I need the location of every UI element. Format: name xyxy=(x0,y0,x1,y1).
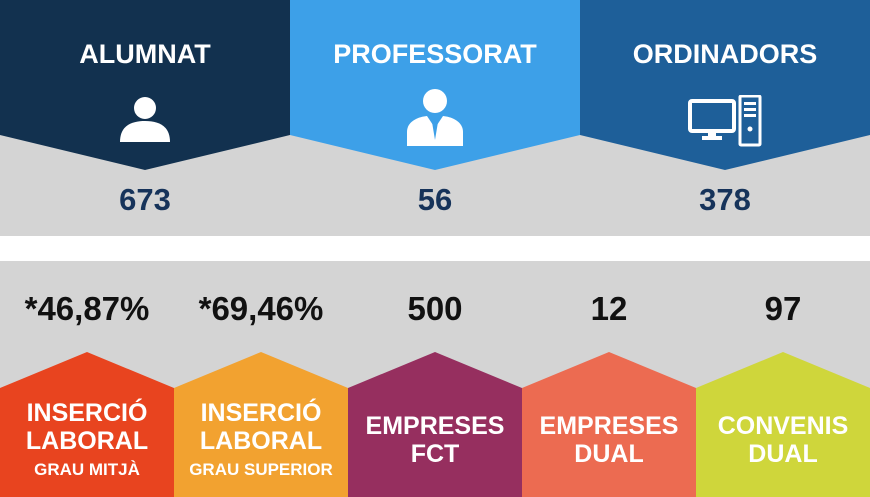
card-professorat xyxy=(290,0,580,170)
empreses-dual-line2: DUAL xyxy=(574,440,644,468)
card-insercio-mitja xyxy=(0,352,174,497)
insercio-superior-line1: INSERCIÓ xyxy=(200,399,322,427)
computer-icon xyxy=(688,95,762,147)
professorat-title: PROFESSORAT xyxy=(333,39,537,69)
card-insercio-superior xyxy=(174,352,348,497)
empreses-dual-line1: EMPRESES xyxy=(539,412,679,440)
empreses-dual-value: 12 xyxy=(590,290,628,327)
insercio-mitja-line1: INSERCIÓ xyxy=(26,399,148,427)
convenis-dual-value: 97 xyxy=(764,290,802,327)
card-ordinadors xyxy=(580,0,870,170)
convenis-dual-line1: CONVENIS xyxy=(717,412,849,440)
alumnat-value: 673 xyxy=(119,182,171,217)
professorat-value: 56 xyxy=(417,182,453,217)
card-alumnat xyxy=(0,0,290,170)
ordinadors-title: ORDINADORS xyxy=(632,39,818,69)
alumnat-title: ALUMNAT xyxy=(79,39,211,69)
empreses-fct-line1: EMPRESES xyxy=(365,412,505,440)
empreses-fct-line2: FCT xyxy=(410,440,460,468)
ordinadors-value: 378 xyxy=(699,182,751,217)
insercio-mitja-value: *46,87% xyxy=(24,290,150,327)
insercio-superior-value: *69,46% xyxy=(198,290,324,327)
empreses-fct-value: 500 xyxy=(407,290,463,327)
card-empreses-dual xyxy=(522,352,696,497)
card-empreses-fct xyxy=(348,352,522,497)
insercio-superior-sub: GRAU SUPERIOR xyxy=(189,460,333,479)
card-convenis-dual xyxy=(696,352,870,497)
person-icon xyxy=(120,97,170,142)
insercio-superior-line2: LABORAL xyxy=(199,427,323,455)
person-tie-icon xyxy=(407,89,463,146)
insercio-mitja-line2: LABORAL xyxy=(25,427,149,455)
insercio-mitja-sub: GRAU MITJÀ xyxy=(34,460,140,479)
convenis-dual-line2: DUAL xyxy=(748,440,818,468)
